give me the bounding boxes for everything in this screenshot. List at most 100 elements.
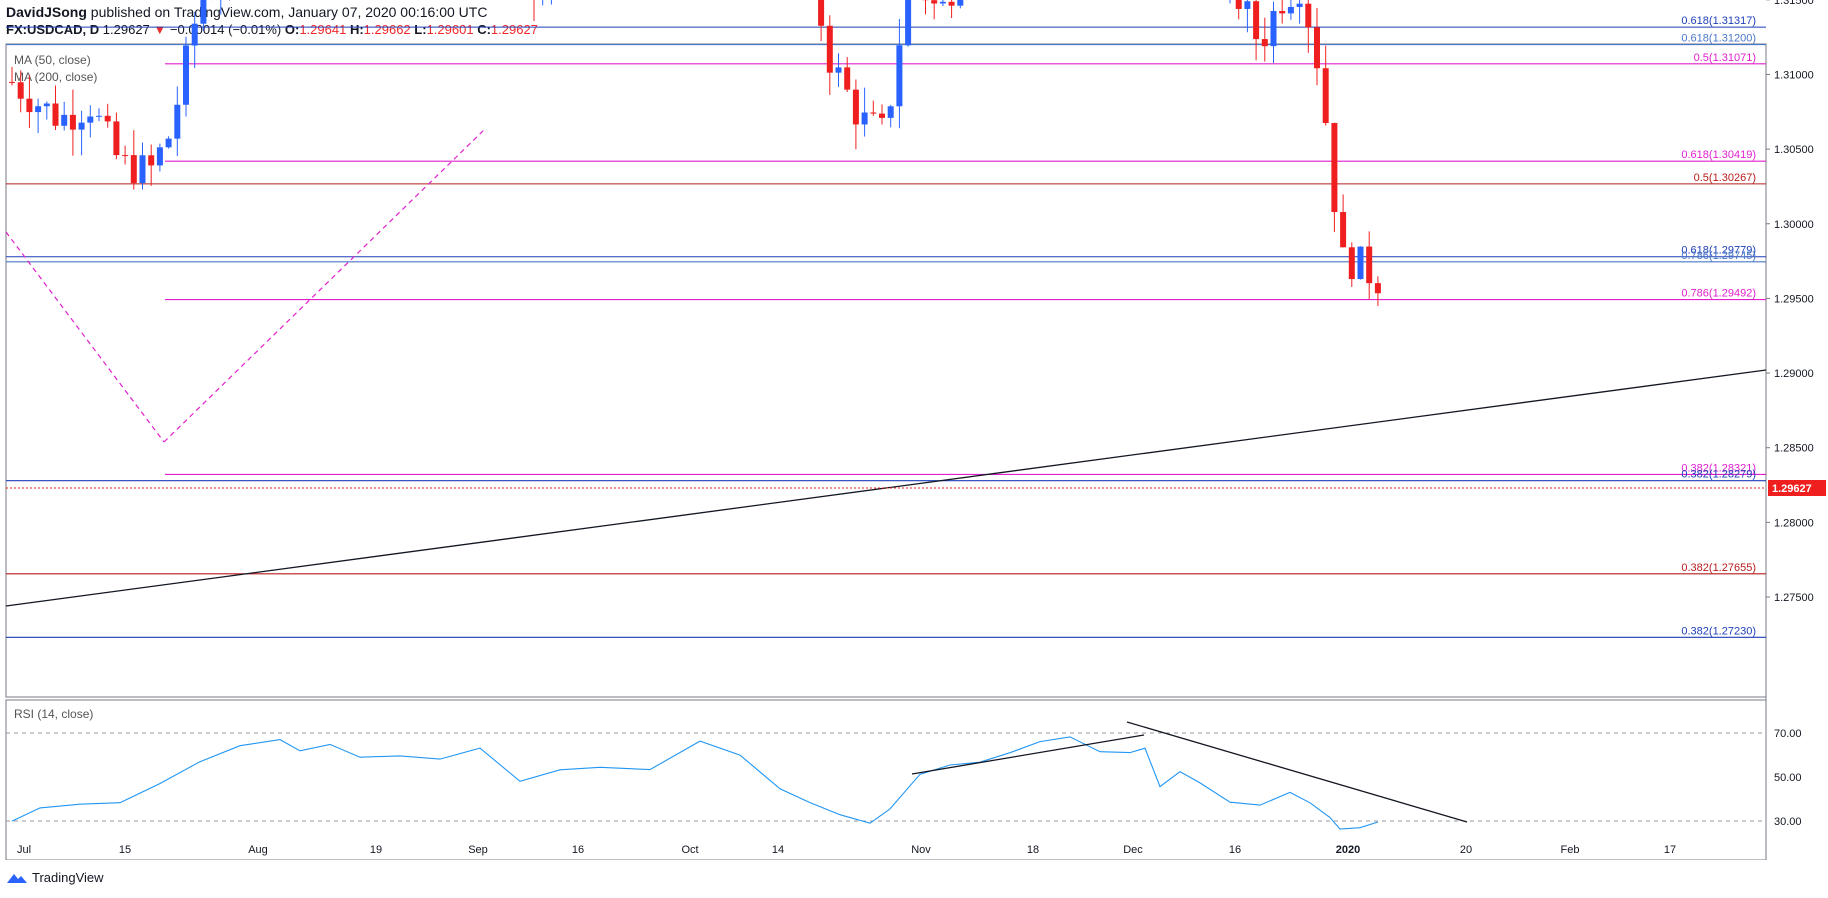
rsi-tick-label-2: 30.00 [1774, 816, 1802, 828]
candle-body-156 [1366, 246, 1373, 284]
rsi-trendline-up [911, 734, 1145, 775]
price-tick-label-12: 1.28500 [1774, 443, 1814, 455]
candle-body-6 [61, 114, 68, 126]
candle-body-153 [1340, 212, 1347, 248]
candle-body-2 [26, 98, 33, 113]
fib-level-label-9: 0.618(1.31317) [1681, 15, 1756, 27]
time-tick-label-4: Sep [468, 844, 488, 856]
candle-body-148 [1296, 3, 1303, 7]
candle-body-155 [1357, 246, 1364, 280]
candle-body-96 [844, 67, 851, 90]
time-tick-label-8: Nov [911, 844, 931, 856]
symbol: FX:USDCAD, D [6, 22, 100, 37]
price-tick-label-11: 1.29000 [1774, 368, 1814, 380]
candle-body-147 [1287, 6, 1294, 14]
candle-body-145 [1270, 10, 1277, 47]
tradingview-logo-icon [7, 873, 27, 883]
candle-body-5 [52, 103, 59, 126]
footer: TradingView [6, 870, 104, 885]
candle-body-16 [148, 155, 155, 166]
candle-body-98 [861, 112, 868, 125]
price-chart[interactable]: MA (50, close) MA (200, close) RSI (14, … [0, 0, 1828, 860]
candle-body-151 [1322, 68, 1329, 124]
candle-body-0 [9, 81, 15, 83]
candle-body-4 [43, 103, 50, 107]
publish-line: DavidJSong published on TradingView.com,… [6, 4, 487, 20]
candle-body-17 [156, 147, 163, 166]
time-tick-label-9: 18 [1027, 844, 1039, 856]
price-tick-label-6: 1.31500 [1774, 0, 1814, 7]
candle-body-142 [1244, 1, 1251, 9]
candle-body-7 [69, 114, 76, 130]
down-arrow-icon: ▼ [153, 22, 167, 37]
rsi-trendline-down [1126, 721, 1468, 823]
candle-body-149 [1305, 3, 1312, 28]
candle-body-3 [35, 106, 42, 113]
rsi-pane: 70.00 50.00 30.00 [6, 721, 1802, 830]
high-value: 1.29662 [363, 22, 411, 37]
candles [9, 0, 1381, 306]
time-tick-label-7: 14 [772, 844, 784, 856]
candle-body-109 [957, 0, 964, 6]
candle-body-12 [113, 121, 120, 156]
fib-level-label-19: 0.382(1.27655) [1681, 562, 1756, 574]
candle-body-10 [96, 115, 102, 117]
time-tick-label-2: Aug [248, 844, 268, 856]
candle-body-22 [200, 0, 207, 24]
candle-body-107 [939, 1, 946, 4]
price-tick-label-10: 1.29500 [1774, 293, 1814, 305]
publish-info: published on TradingView.com, January 07… [90, 4, 488, 20]
trendlines [5, 127, 1767, 607]
candle-body-93 [818, 0, 825, 26]
candle-body-106 [931, 0, 938, 4]
price-tick-label-7: 1.31000 [1774, 69, 1814, 81]
candle-body-14 [130, 155, 137, 184]
time-tick-label-5: 16 [572, 844, 584, 856]
time-tick-label-15: 17 [1664, 844, 1676, 856]
candle-body-13 [122, 155, 129, 157]
rsi-line [11, 736, 1379, 830]
candle-body-157 [1374, 283, 1381, 294]
last-price: 1.29627 [102, 22, 150, 37]
candle-body-1 [17, 82, 24, 99]
price-tick-label-9: 1.30000 [1774, 219, 1814, 231]
candle-body-8 [78, 122, 85, 130]
fib-level-label-17: 0.382(1.28321) [1681, 462, 1756, 474]
fib-level-label-10: 0.618(1.31200) [1681, 33, 1756, 45]
candle-body-18 [165, 138, 172, 148]
candle-body-20 [183, 45, 189, 105]
candle-body-108 [948, 1, 955, 6]
candle-body-154 [1348, 247, 1355, 280]
fib-level-label-12: 0.618(1.30419) [1681, 149, 1756, 161]
time-axis: Jul 15 Aug 19 Sep 16 Oct 14 Nov 18 Dec 16 2020 20 Feb 1… [17, 844, 1676, 856]
fib-levels: 0.618(1.34621)0.618(1.34596)0.786(1.3422… [6, 15, 1766, 638]
candle-body-102 [896, 45, 903, 107]
time-tick-label-3: 19 [370, 844, 382, 856]
price-tick-label-13: 1.28000 [1774, 517, 1814, 529]
candle-body-9 [87, 116, 94, 123]
candle-body-150 [1314, 27, 1320, 69]
time-tick-label-14: Feb [1561, 844, 1580, 856]
low-value: 1.29601 [426, 22, 474, 37]
fib-level-label-18: 0.382(1.28279) [1681, 469, 1756, 481]
fib-level-label-11: 0.5(1.31071) [1694, 52, 1756, 64]
candle-body-141 [1235, 0, 1242, 9]
candle-body-11 [104, 115, 111, 122]
time-tick-label-1: 15 [119, 844, 131, 856]
ma200-legend: MA (200, close) [14, 70, 97, 84]
candle-body-99 [870, 112, 877, 114]
fib-level-label-14: 0.618(1.29779) [1681, 245, 1756, 257]
pink-dashed-up [163, 127, 487, 443]
time-tick-label-0: Jul [17, 844, 31, 856]
candle-body-103 [905, 0, 912, 46]
rsi-tick-label-0: 70.00 [1774, 728, 1802, 740]
price-tick-label-8: 1.30500 [1774, 144, 1814, 156]
rsi-legend: RSI (14, close) [14, 707, 93, 721]
candle-body-19 [174, 104, 181, 139]
fib-level-label-20: 0.382(1.27230) [1681, 625, 1756, 637]
price-pane-frame [5, 43, 1767, 698]
fib-level-label-16: 0.786(1.29492) [1681, 288, 1756, 300]
candle-body-146 [1279, 10, 1286, 14]
candle-body-97 [852, 89, 859, 125]
time-tick-label-13: 20 [1460, 844, 1472, 856]
